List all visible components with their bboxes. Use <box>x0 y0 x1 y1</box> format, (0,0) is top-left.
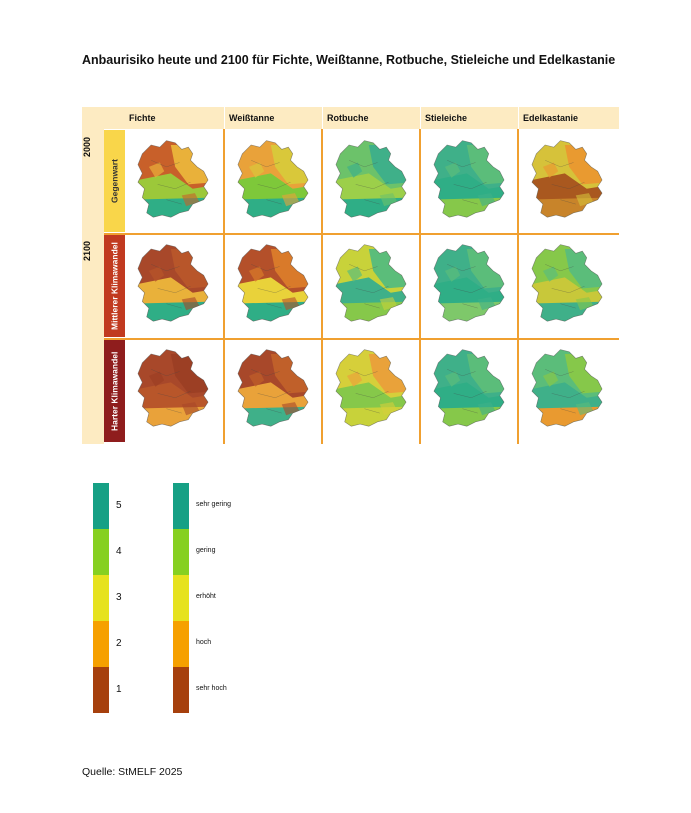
legend-number-4: 4 <box>116 546 122 557</box>
risk-map-weisstanne-2 <box>227 238 319 330</box>
legend-swatch-2 <box>93 621 109 667</box>
bavaria-map-shape <box>531 244 603 322</box>
legend-label-5: sehr gering <box>196 501 232 508</box>
legend-label-3: erhöht <box>196 593 216 600</box>
column-divider <box>321 129 323 444</box>
scenario-gegenwart-text: Gegenwart <box>104 130 125 232</box>
column-divider <box>517 129 519 444</box>
column-divider <box>419 129 421 444</box>
risk-map-weisstanne-3 <box>227 343 319 435</box>
risk-map-fichte-2 <box>127 238 219 330</box>
legend-number-3: 3 <box>116 592 122 603</box>
bavaria-map-shape <box>433 349 505 427</box>
legend-swatch-1 <box>173 667 189 713</box>
bavaria-map-shape <box>137 349 209 427</box>
risk-map-fichte-3 <box>127 343 219 435</box>
legend-label-2: hoch <box>196 639 212 646</box>
year-label-2000: 2000 <box>82 136 92 158</box>
legend-swatch-3 <box>173 575 189 621</box>
risk-map-edelkastanie-2 <box>521 238 613 330</box>
row-divider <box>104 233 619 235</box>
bavaria-map-shape <box>433 244 505 322</box>
risk-map-grid: Fichte Weißtanne Rotbuche Stieleiche Ede… <box>82 107 619 444</box>
bavaria-map-shape <box>237 140 309 218</box>
bavaria-map-shape <box>237 244 309 322</box>
bavaria-map-shape <box>531 349 603 427</box>
bavaria-map-shape <box>335 244 407 322</box>
scenario-label-harter: Harter Klimawandel <box>104 340 125 442</box>
year-label-2100: 2100 <box>82 240 92 262</box>
column-header-fichte: Fichte <box>125 107 224 129</box>
risk-map-stieleiche-1 <box>423 134 515 226</box>
scenario-harter-text: Harter Klimawandel <box>104 340 125 442</box>
page-title: Anbaurisiko heute und 2100 für Fichte, W… <box>82 53 616 67</box>
legend-swatch-4 <box>93 529 109 575</box>
scenario-mittlerer-text: Mittlerer Klimawandel <box>104 235 125 337</box>
legend-swatch-3 <box>93 575 109 621</box>
risk-map-weisstanne-1 <box>227 134 319 226</box>
bavaria-map-shape <box>237 349 309 427</box>
legend-swatch-2 <box>173 621 189 667</box>
column-divider <box>223 129 225 444</box>
row-divider <box>104 338 619 340</box>
legend-swatch-5 <box>93 483 109 529</box>
legend-number-1: 1 <box>116 684 122 695</box>
year-column <box>82 129 104 444</box>
legend-swatch-1 <box>93 667 109 713</box>
bavaria-map-shape <box>433 140 505 218</box>
risk-map-edelkastanie-3 <box>521 343 613 435</box>
scenario-label-gegenwart: Gegenwart <box>104 130 125 232</box>
risk-map-rotbuche-2 <box>325 238 417 330</box>
risk-map-stieleiche-3 <box>423 343 515 435</box>
scenario-label-mittlerer: Mittlerer Klimawandel <box>104 235 125 337</box>
bavaria-map-shape <box>137 140 209 218</box>
legend-label-1: sehr hoch <box>196 685 227 692</box>
risk-map-rotbuche-1 <box>325 134 417 226</box>
legend-label-4: gering <box>196 547 216 554</box>
column-header-weisstanne: Weißtanne <box>225 107 322 129</box>
source-note: Quelle: StMELF 2025 <box>82 766 183 778</box>
risk-map-rotbuche-3 <box>325 343 417 435</box>
legend-number-5: 5 <box>116 500 122 511</box>
risk-map-stieleiche-2 <box>423 238 515 330</box>
bavaria-map-shape <box>137 244 209 322</box>
column-header-rotbuche: Rotbuche <box>323 107 420 129</box>
legend-number-2: 2 <box>116 638 122 649</box>
risk-map-fichte-1 <box>127 134 219 226</box>
bavaria-map-shape <box>335 349 407 427</box>
column-header-stieleiche: Stieleiche <box>421 107 518 129</box>
corner-cell <box>104 107 125 129</box>
bavaria-map-shape <box>335 140 407 218</box>
legend-swatch-4 <box>173 529 189 575</box>
bavaria-map-shape <box>531 140 603 218</box>
column-header-edelkastanie: Edelkastanie <box>519 107 619 129</box>
legend-swatch-5 <box>173 483 189 529</box>
corner-cell <box>82 107 104 129</box>
risk-map-edelkastanie-1 <box>521 134 613 226</box>
